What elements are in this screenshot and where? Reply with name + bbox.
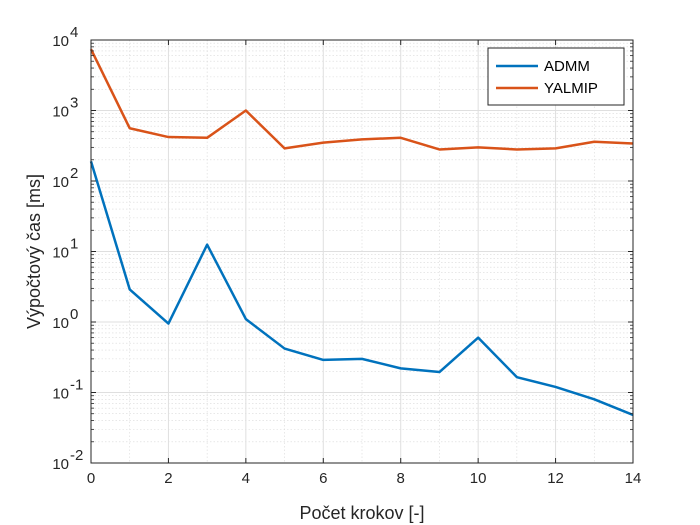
legend-label-admm: ADMM (544, 58, 590, 75)
legend-label-yalmip: YALMIP (544, 80, 598, 97)
grid-layer (90, 39, 634, 464)
x-tick-label: 14 (625, 470, 642, 487)
y-tick-label: 10 (52, 315, 69, 332)
x-tick-label: 2 (164, 470, 172, 487)
y-tick-exponent: 2 (70, 165, 78, 182)
series-layer (89, 48, 634, 417)
x-tick-label: 12 (547, 470, 564, 487)
y-tick-label: 10 (52, 33, 69, 50)
y-tick-label: 10 (52, 104, 69, 121)
y-tick-label: 10 (52, 174, 69, 191)
legend-box (487, 47, 625, 106)
y-tick-label: 10 (52, 386, 69, 403)
y-tick-exponent: -2 (70, 447, 83, 464)
series-line-admm (89, 160, 634, 417)
series-line-yalmip (89, 48, 634, 151)
x-tick-label: 8 (397, 470, 405, 487)
y-tick-label: 10 (52, 456, 69, 473)
y-tick-exponent: 4 (70, 24, 78, 41)
y-tick-exponent: 3 (70, 95, 78, 112)
x-tick-label: 4 (242, 470, 250, 487)
y-axis-title: Výpočtový čas [ms] (24, 174, 44, 329)
y-tick-exponent: -1 (70, 377, 83, 394)
x-tick-label: 6 (319, 470, 327, 487)
x-tick-label: 10 (470, 470, 487, 487)
y-tick-exponent: 0 (70, 306, 78, 323)
legend: ADMM YALMIP (487, 47, 625, 106)
x-tick-label: 0 (87, 470, 95, 487)
x-axis-title: Počet krokov [-] (299, 503, 424, 523)
y-tick-exponent: 1 (70, 236, 78, 253)
y-tick-label: 10 (52, 245, 69, 262)
